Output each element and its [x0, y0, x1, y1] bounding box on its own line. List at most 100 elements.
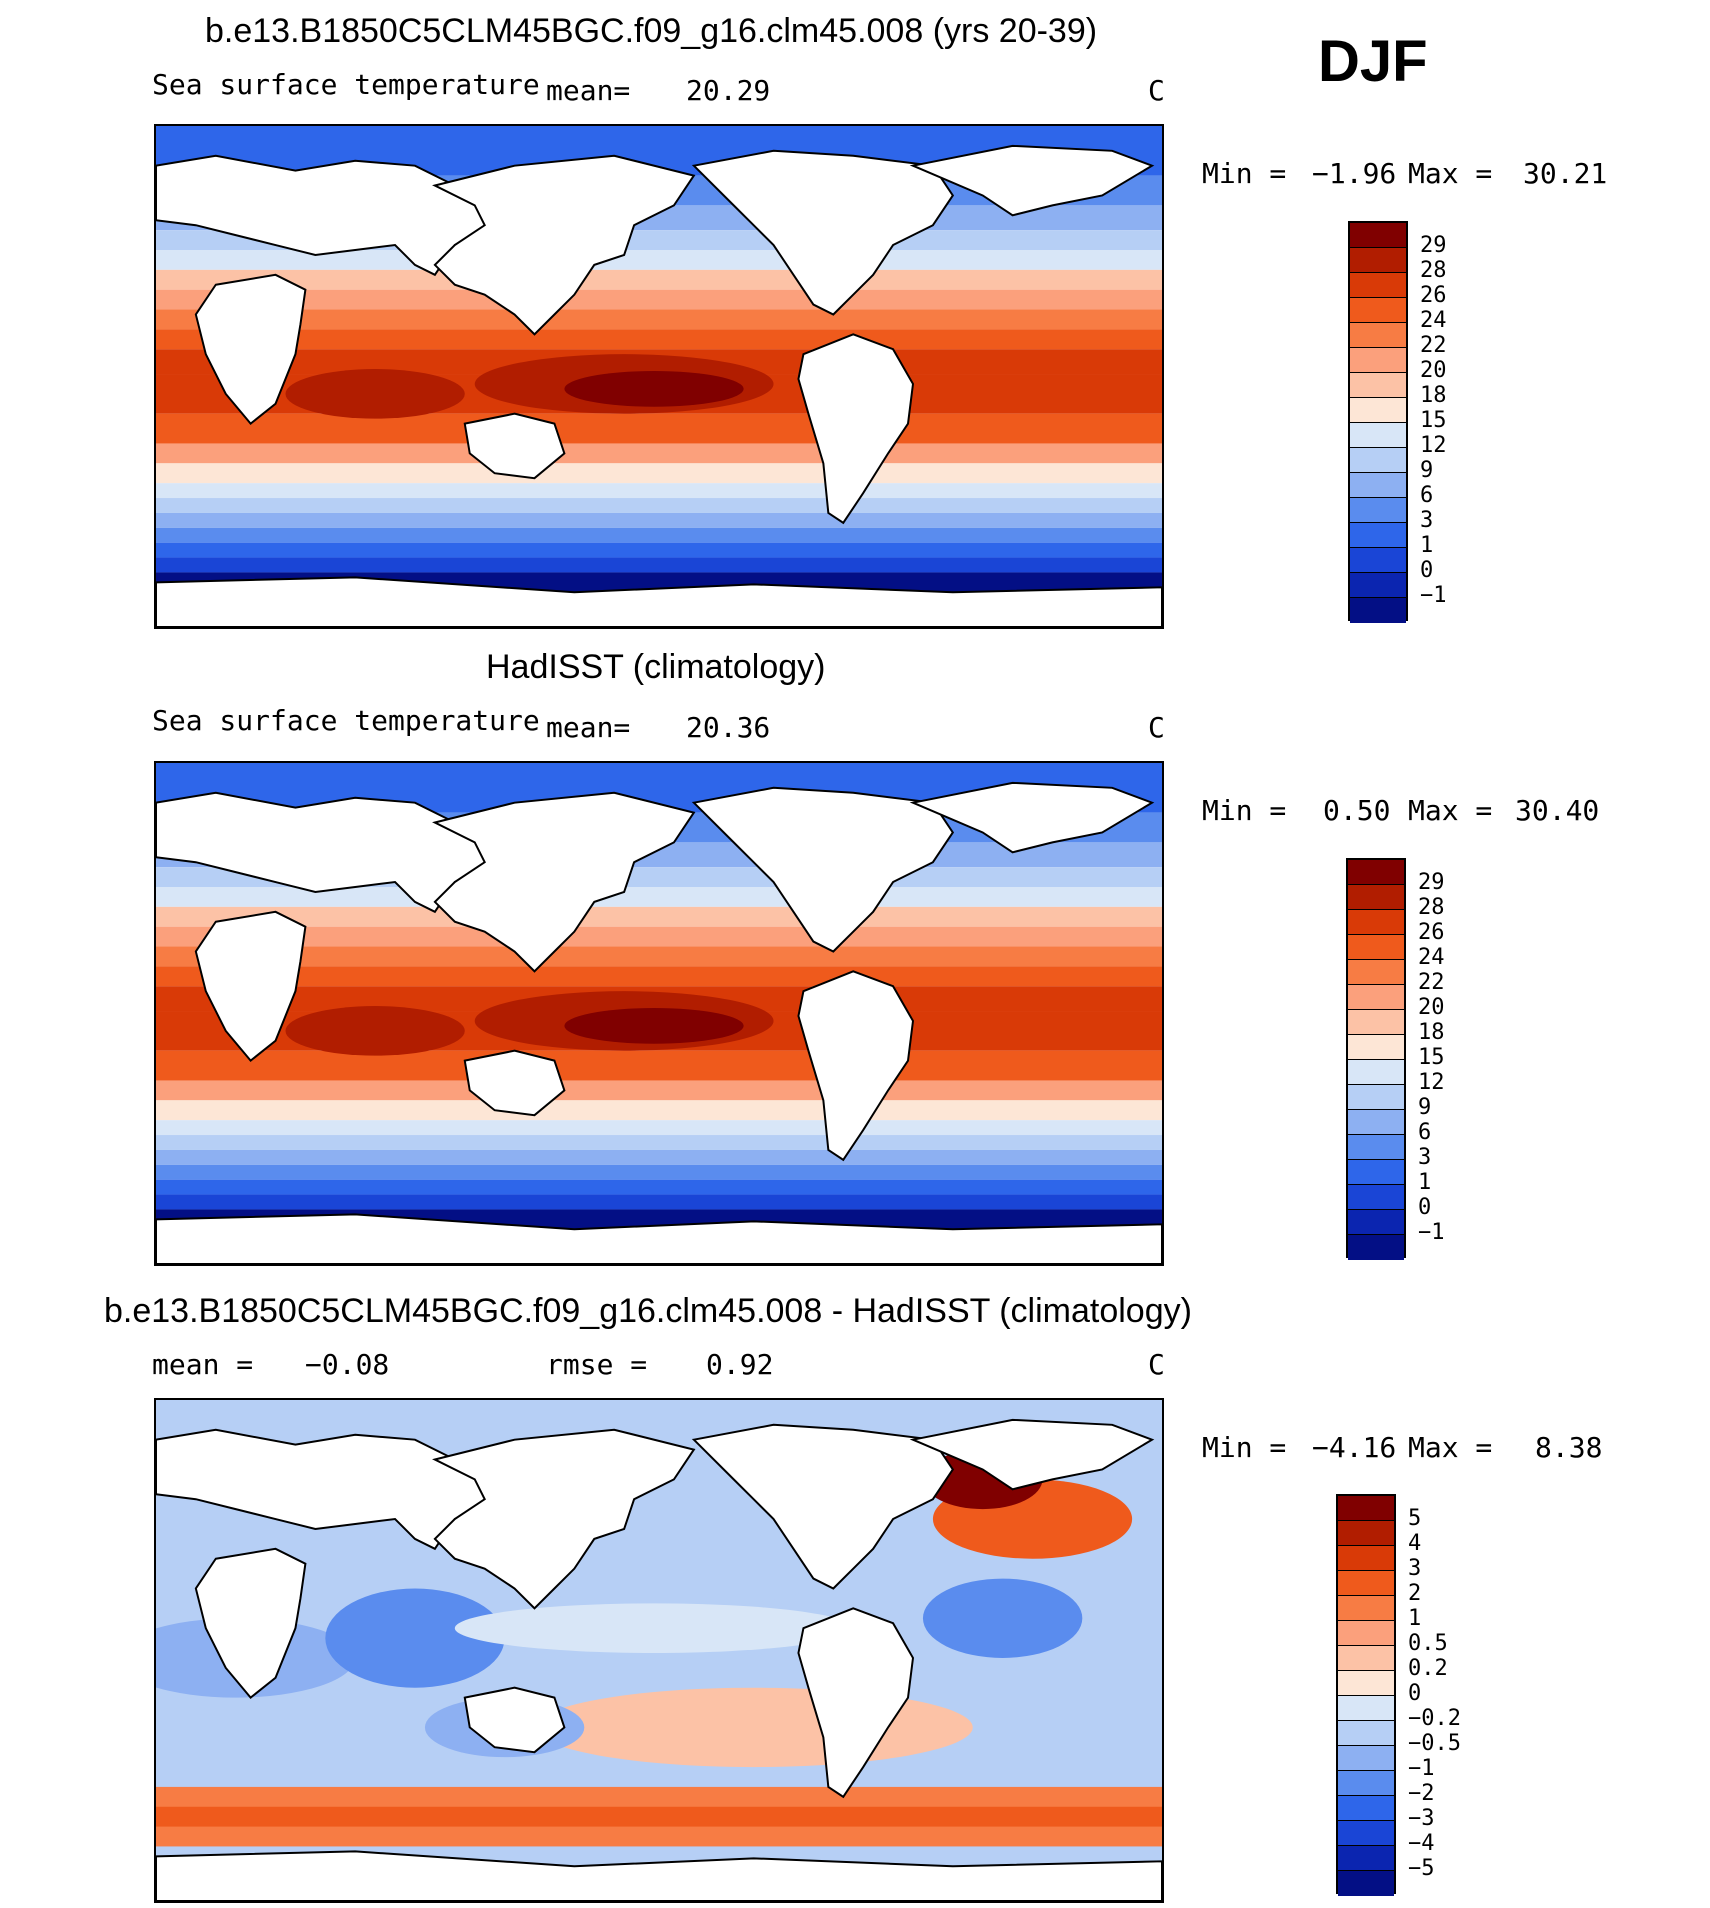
panel3-max-value: 8.38: [1535, 1431, 1603, 1464]
colorbar-tick-label: 18: [1418, 1020, 1445, 1045]
panel3-colorbar: [1336, 1494, 1396, 1896]
panel3-rmse-value: 0.92: [706, 1348, 774, 1381]
colorbar-tick-label: 26: [1418, 920, 1445, 945]
colorbar-swatch: [1338, 1746, 1394, 1771]
colorbar-swatch: [1348, 1085, 1404, 1110]
colorbar-swatch: [1338, 1646, 1394, 1671]
panel3-mean-label: mean =: [152, 1348, 254, 1381]
panel3-map: [154, 1398, 1164, 1903]
colorbar-tick-label: 3: [1420, 508, 1434, 533]
colorbar-tick-label: 29: [1418, 870, 1445, 895]
colorbar-tick-label: 24: [1420, 308, 1447, 333]
panel1-min-label: Min =: [1202, 157, 1287, 190]
colorbar-tick-label: 6: [1420, 483, 1434, 508]
colorbar-swatch: [1350, 548, 1406, 573]
panel1-variable-label: Sea surface temperature: [152, 68, 540, 101]
colorbar-swatch: [1338, 1821, 1394, 1846]
colorbar-tick-label: −4: [1408, 1831, 1435, 1856]
colorbar-swatch: [1350, 448, 1406, 473]
panel3-mean-value: −0.08: [305, 1348, 390, 1381]
colorbar-swatch: [1338, 1671, 1394, 1696]
panel2-units: C: [1148, 711, 1165, 744]
colorbar-tick-label: −3: [1408, 1806, 1435, 1831]
panel1-max-value: 30.21: [1523, 157, 1608, 190]
colorbar-swatch: [1338, 1771, 1394, 1796]
colorbar-swatch: [1338, 1846, 1394, 1871]
colorbar-swatch: [1348, 1010, 1404, 1035]
panel2-map: [154, 761, 1164, 1266]
colorbar-tick-label: 1: [1420, 533, 1434, 558]
colorbar-swatch: [1348, 860, 1404, 885]
colorbar-tick-label: −1: [1418, 1220, 1445, 1245]
colorbar-swatch: [1350, 573, 1406, 598]
colorbar-swatch: [1348, 910, 1404, 935]
colorbar-swatch: [1338, 1721, 1394, 1746]
colorbar-swatch: [1338, 1496, 1394, 1521]
colorbar-swatch: [1350, 423, 1406, 448]
colorbar-swatch: [1350, 373, 1406, 398]
panel1-map: [154, 124, 1164, 629]
colorbar-tick-label: 12: [1420, 433, 1447, 458]
colorbar-tick-label: 6: [1418, 1120, 1432, 1145]
colorbar-tick-label: 5: [1408, 1506, 1422, 1531]
colorbar-tick-label: 12: [1418, 1070, 1445, 1095]
panel3-min-value: −4.16: [1312, 1431, 1397, 1464]
colorbar-swatch: [1348, 1135, 1404, 1160]
panel1-title: b.e13.B1850C5CLM45BGC.f09_g16.clm45.008 …: [205, 12, 1098, 50]
panel2-variable-label: Sea surface temperature: [152, 704, 540, 737]
colorbar-swatch: [1338, 1796, 1394, 1821]
colorbar-tick-label: −0.5: [1408, 1731, 1461, 1756]
colorbar-swatch: [1348, 1035, 1404, 1060]
colorbar-swatch: [1350, 523, 1406, 548]
colorbar-swatch: [1350, 398, 1406, 423]
panel1-units: C: [1148, 74, 1165, 107]
colorbar-swatch: [1338, 1571, 1394, 1596]
colorbar-tick-label: −1: [1420, 583, 1447, 608]
colorbar-tick-label: 28: [1418, 895, 1445, 920]
panel1-min-value: −1.96: [1312, 157, 1397, 190]
panel2-colorbar: [1346, 858, 1406, 1260]
colorbar-swatch: [1350, 298, 1406, 323]
colorbar-tick-label: 29: [1420, 233, 1447, 258]
panel1-mean-value: 20.29: [686, 74, 771, 107]
colorbar-swatch: [1348, 1110, 1404, 1135]
colorbar-swatch: [1348, 1185, 1404, 1210]
colorbar-tick-label: 26: [1420, 283, 1447, 308]
panel2-max-value: 30.40: [1515, 794, 1600, 827]
colorbar-tick-label: 1: [1418, 1170, 1432, 1195]
colorbar-tick-label: 22: [1418, 970, 1445, 995]
colorbar-swatch: [1338, 1596, 1394, 1621]
colorbar-swatch: [1348, 1210, 1404, 1235]
colorbar-tick-label: 4: [1408, 1531, 1422, 1556]
panel3-units: C: [1148, 1348, 1165, 1381]
colorbar-tick-label: 0.2: [1408, 1656, 1448, 1681]
colorbar-swatch: [1348, 1060, 1404, 1085]
colorbar-swatch: [1350, 598, 1406, 623]
colorbar-tick-label: 1: [1408, 1606, 1422, 1631]
colorbar-swatch: [1350, 248, 1406, 273]
panel3-rmse-label: rmse =: [546, 1348, 648, 1381]
colorbar-swatch: [1338, 1696, 1394, 1721]
panel3-title: b.e13.B1850C5CLM45BGC.f09_g16.clm45.008 …: [104, 1292, 1192, 1330]
panel1-max-label: Max =: [1408, 157, 1493, 190]
colorbar-tick-label: 2: [1408, 1581, 1422, 1606]
panel1-colorbar: [1348, 221, 1408, 623]
colorbar-tick-label: 20: [1420, 358, 1447, 383]
colorbar-swatch: [1350, 223, 1406, 248]
colorbar-tick-label: 18: [1420, 383, 1447, 408]
colorbar-tick-label: 15: [1418, 1045, 1445, 1070]
colorbar-tick-label: 24: [1418, 945, 1445, 970]
colorbar-swatch: [1338, 1521, 1394, 1546]
colorbar-swatch: [1350, 498, 1406, 523]
colorbar-tick-label: 0: [1418, 1195, 1432, 1220]
colorbar-swatch: [1348, 935, 1404, 960]
colorbar-swatch: [1348, 985, 1404, 1010]
colorbar-swatch: [1350, 348, 1406, 373]
panel2-mean-value: 20.36: [686, 711, 771, 744]
colorbar-tick-label: 20: [1418, 995, 1445, 1020]
colorbar-swatch: [1348, 960, 1404, 985]
panel2-min-value: 0.50: [1323, 794, 1391, 827]
colorbar-swatch: [1338, 1546, 1394, 1571]
colorbar-tick-label: 9: [1420, 458, 1434, 483]
colorbar-tick-label: 28: [1420, 258, 1447, 283]
